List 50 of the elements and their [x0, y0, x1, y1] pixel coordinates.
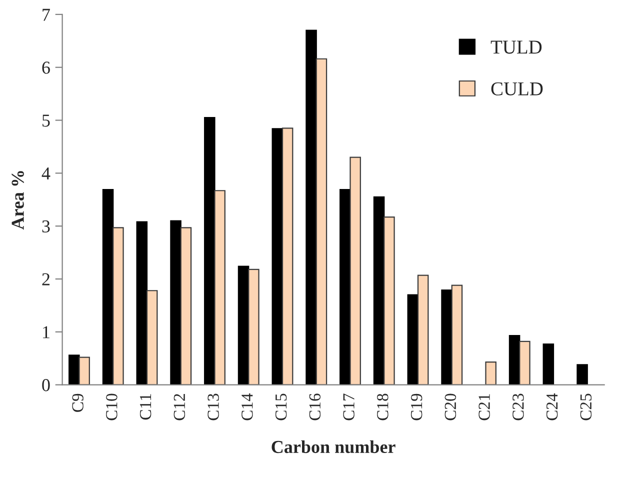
y-tick-label: 7 [42, 8, 50, 21]
x-tick-label: C10 [106, 394, 118, 420]
y-axis-title: Area % [12, 171, 24, 230]
bar [102, 189, 114, 385]
bar [248, 268, 260, 385]
bar [576, 364, 588, 385]
x-tick-label: C21 [478, 394, 490, 420]
x-tick-label: C12 [174, 394, 186, 420]
x-tick-label: C15 [275, 394, 287, 420]
bar [180, 227, 192, 385]
x-tick-label: C25 [580, 394, 592, 420]
x-axis-title: Carbon number [272, 440, 396, 454]
bar [306, 30, 317, 385]
bar [146, 290, 158, 385]
bar [78, 356, 90, 385]
bar [170, 220, 182, 385]
y-tick-label: 3 [42, 220, 50, 233]
bar [384, 216, 395, 385]
y-tick-label: 2 [42, 273, 50, 286]
bar [542, 344, 554, 385]
x-tick-label: C13 [208, 394, 219, 420]
bar [519, 340, 530, 385]
x-tick-label: C24 [546, 393, 558, 420]
x-tick-label: C14 [242, 393, 253, 420]
y-tick-label: 4 [42, 168, 50, 180]
y-tick-label: 6 [42, 62, 50, 74]
bar [282, 128, 294, 385]
bar [451, 284, 463, 385]
bar [350, 156, 361, 385]
x-tick-label: C23 [512, 394, 524, 420]
legend-label: TULD [490, 40, 542, 54]
x-tick-label: C11 [140, 394, 152, 420]
x-tick-label: C16 [309, 394, 321, 420]
x-tick-label: C19 [410, 394, 422, 420]
bar [316, 58, 328, 385]
x-tick-label: C17 [343, 394, 354, 420]
bar [112, 227, 124, 385]
bar [204, 117, 216, 385]
x-tick-label: C18 [377, 394, 388, 420]
y-tick-label: 0 [42, 379, 50, 392]
legend-label: CULD [491, 82, 543, 96]
bar [441, 290, 452, 385]
x-tick-label: C9 [72, 394, 84, 412]
y-tick-label: 5 [42, 114, 50, 127]
bar [485, 361, 496, 385]
bar [417, 274, 429, 385]
bar [136, 221, 148, 385]
y-tick-label: 1 [43, 326, 50, 338]
bar [214, 190, 226, 385]
x-tick-label: C20 [444, 394, 456, 420]
